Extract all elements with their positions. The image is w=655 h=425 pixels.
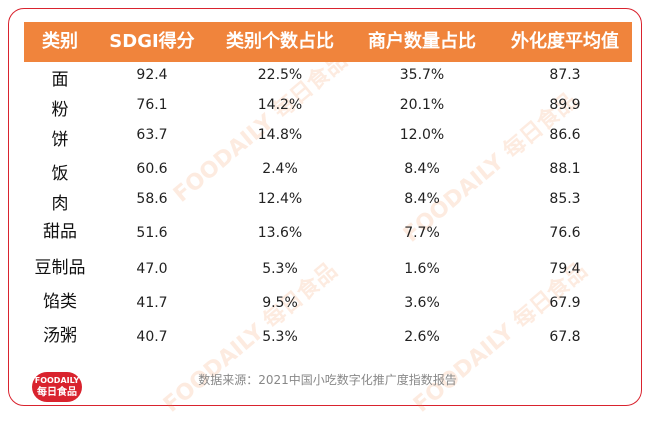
category-cell: 馅类 [43, 292, 77, 312]
category-cell: 肉 [51, 194, 69, 214]
value-cell: 20.1% [399, 97, 445, 113]
value-cell: 2.4% [262, 161, 298, 177]
value-cell: 92.4 [136, 67, 168, 83]
frame [8, 8, 642, 406]
value-cell: 51.6 [136, 225, 168, 241]
value-cell: 67.8 [549, 329, 581, 345]
value-cell: 3.6% [404, 295, 440, 311]
source-note: 数据来源：2021中国小吃数字化推广度指数报告 [198, 373, 457, 387]
category-cell: 汤粥 [43, 326, 77, 346]
header-cell: 商户数量占比 [368, 31, 476, 52]
value-cell: 8.4% [404, 161, 440, 177]
category-cell: 粉 [51, 100, 69, 120]
value-cell: 76.1 [136, 97, 168, 113]
value-cell: 14.2% [257, 97, 303, 113]
value-cell: 5.3% [262, 261, 298, 277]
header-cell: 类别个数占比 [226, 31, 334, 52]
value-cell: 14.8% [257, 127, 303, 143]
value-cell: 41.7 [136, 295, 168, 311]
table-header: 类别 SDGI得分 类别个数占比 商户数量占比 外化度平均值 [24, 22, 632, 62]
header-cell: SDGI得分 [109, 31, 195, 52]
value-cell: 47.0 [136, 261, 168, 277]
category-cell: 甜品 [43, 222, 77, 242]
value-cell: 60.6 [136, 161, 168, 177]
value-cell: 89.9 [549, 97, 581, 113]
header-cell: 类别 [42, 31, 78, 52]
category-cell: 豆制品 [34, 258, 86, 278]
value-cell: 7.7% [404, 225, 440, 241]
logo-name: 每日食品 [37, 387, 77, 398]
value-cell: 58.6 [136, 191, 168, 207]
value-cell: 79.4 [549, 261, 581, 277]
category-cell: 饭 [51, 164, 69, 184]
category-cell: 面 [51, 70, 69, 90]
value-cell: 76.6 [549, 225, 581, 241]
value-cell: 5.3% [262, 329, 298, 345]
value-cell: 13.6% [257, 225, 303, 241]
value-cell: 87.3 [549, 67, 581, 83]
value-cell: 35.7% [399, 67, 445, 83]
value-cell: 22.5% [257, 67, 303, 83]
value-cell: 12.4% [257, 191, 303, 207]
value-cell: 9.5% [262, 295, 298, 311]
value-cell: 2.6% [404, 329, 440, 345]
logo-brand: FOODAILY [34, 376, 80, 385]
value-cell: 8.4% [404, 191, 440, 207]
value-cell: 1.6% [404, 261, 440, 277]
value-cell: 63.7 [136, 127, 168, 143]
value-cell: 40.7 [136, 329, 168, 345]
value-cell: 85.3 [549, 191, 581, 207]
category-cell: 饼 [51, 130, 69, 150]
logo: FOODAILY 每日食品 [32, 372, 82, 402]
value-cell: 12.0% [399, 127, 445, 143]
header-cell: 外化度平均值 [511, 31, 619, 52]
value-cell: 88.1 [549, 161, 581, 177]
value-cell: 86.6 [549, 127, 581, 143]
value-cell: 67.9 [549, 295, 581, 311]
